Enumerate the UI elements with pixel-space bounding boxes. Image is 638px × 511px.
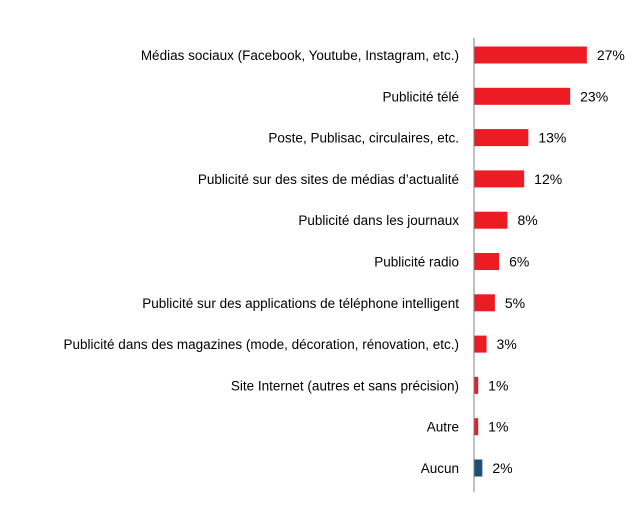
bar-1 <box>474 46 587 64</box>
bar-4 <box>474 170 525 188</box>
category-label-2: Publicité télé <box>382 89 459 104</box>
category-label-6: Publicité radio <box>374 255 459 270</box>
category-label-9: Site Internet (autres et sans précision) <box>231 378 459 393</box>
category-label-3: Poste, Publisac, circulaires, etc. <box>268 131 459 146</box>
value-label-11: 2% <box>492 460 512 476</box>
value-label-1: 27% <box>597 47 625 63</box>
category-label-7: Publicité sur des applications de téléph… <box>142 296 459 311</box>
bar-3 <box>474 129 529 147</box>
bar-8 <box>474 335 487 353</box>
bar-2 <box>474 87 571 105</box>
category-label-1: Médias sociaux (Facebook, Youtube, Insta… <box>141 48 459 63</box>
category-label-5: Publicité dans les journaux <box>298 213 459 228</box>
bar-6 <box>474 253 500 270</box>
value-label-5: 8% <box>517 212 537 228</box>
value-label-10: 1% <box>488 419 508 435</box>
bar-10 <box>474 418 479 436</box>
bar-7 <box>474 294 495 312</box>
category-label-group: Médias sociaux (Facebook, Youtube, Insta… <box>64 48 460 476</box>
value-label-3: 13% <box>538 130 566 146</box>
bar-group <box>474 46 587 477</box>
value-label-6: 6% <box>509 254 529 270</box>
value-label-2: 23% <box>580 88 608 104</box>
value-label-8: 3% <box>497 336 517 352</box>
bar-5 <box>474 211 508 229</box>
category-label-8: Publicité dans des magazines (mode, déco… <box>64 337 459 352</box>
category-label-10: Autre <box>427 420 459 435</box>
value-label-9: 1% <box>488 377 508 393</box>
bar-11 <box>474 459 483 477</box>
bar-9 <box>474 376 479 394</box>
category-label-11: Aucun <box>421 461 459 476</box>
category-label-4: Publicité sur des sites de médias d’actu… <box>198 172 459 187</box>
value-label-4: 12% <box>534 171 562 187</box>
value-label-7: 5% <box>505 295 525 311</box>
value-label-group: 27% 23% 13% 12% 8% 6% 5% 3% 1% 1% 2% <box>488 47 625 476</box>
